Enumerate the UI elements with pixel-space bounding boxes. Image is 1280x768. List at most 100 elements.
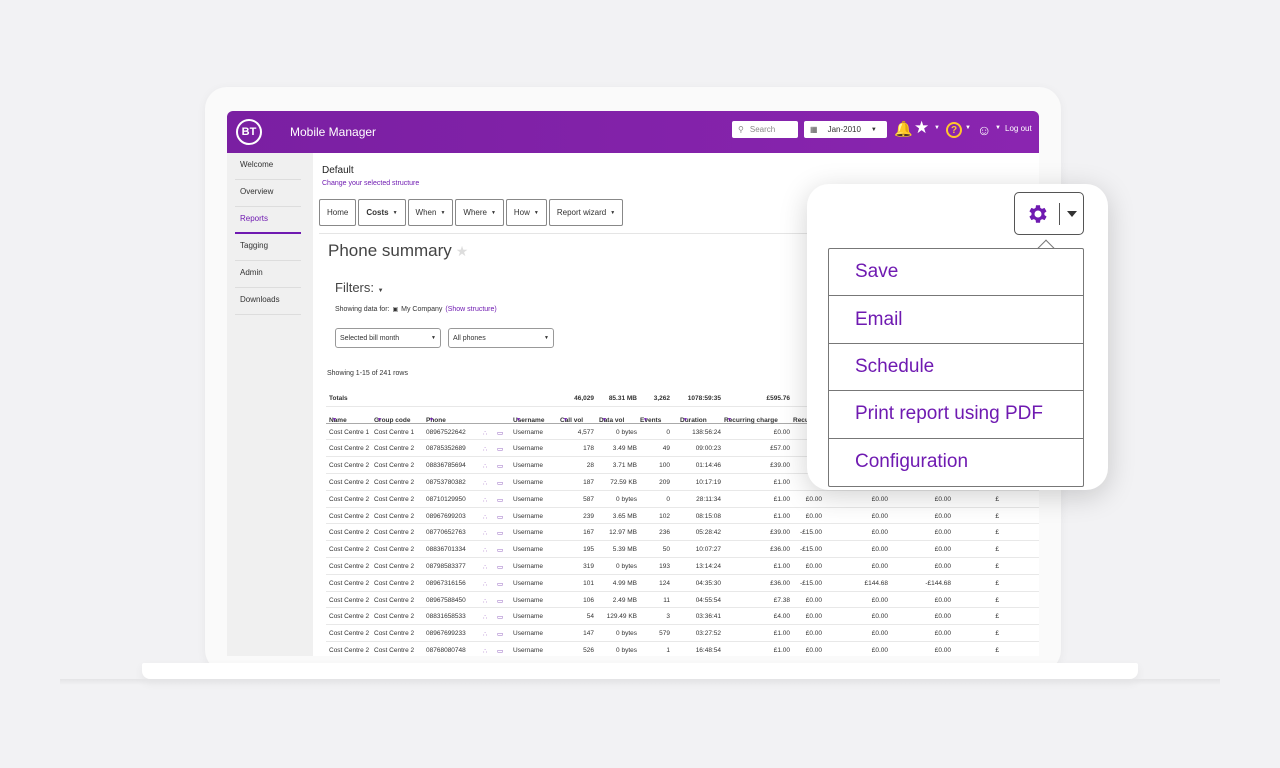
star-icon[interactable]: ★ (455, 242, 469, 259)
tab-where[interactable]: Where ▼ (455, 199, 504, 226)
cell-phone[interactable]: 08967699233 (426, 630, 466, 638)
table-row[interactable]: Cost Centre 2 Cost Centre 2 08798583377 Use… (326, 558, 1039, 575)
menu-item-email[interactable]: Email (829, 296, 1083, 344)
cell-phone[interactable]: 08967588450 (426, 596, 466, 604)
star-icon[interactable]: ★ (914, 118, 930, 137)
cell-phone[interactable]: 08710129950 (426, 495, 466, 503)
cell-username: Username (513, 613, 543, 621)
tab-when[interactable]: When ▼ (407, 199, 454, 226)
sidebar-item-tagging[interactable]: Tagging (227, 234, 313, 261)
chart-icon[interactable]: ∴ (483, 530, 488, 538)
chart-icon[interactable]: ∴ (483, 580, 488, 588)
folder-icon[interactable]: ▭ (497, 614, 504, 622)
cell-phone[interactable]: 08798583377 (426, 562, 466, 570)
menu-item-schedule[interactable]: Schedule (829, 344, 1083, 392)
menu-item-configuration[interactable]: Configuration (855, 451, 969, 473)
cell-phone[interactable]: 08836785694 (426, 462, 466, 470)
tab-home[interactable]: Home (319, 199, 357, 226)
filters-toggle[interactable]: Filters: ▼ (335, 280, 384, 295)
table-row[interactable]: Cost Centre 2 Cost Centre 2 08836785694 Use… (326, 457, 1039, 474)
folder-icon[interactable]: ▭ (497, 496, 504, 504)
folder-icon[interactable]: ▭ (497, 479, 504, 487)
cell-phone[interactable]: 08753780382 (426, 478, 466, 486)
bill-month-select[interactable]: Selected bill month ▼ (335, 328, 441, 348)
chart-icon[interactable]: ∴ (483, 446, 488, 454)
cell-phone[interactable]: 08785352689 (426, 445, 466, 453)
menu-item-save[interactable]: Save (829, 249, 1083, 297)
chevron-down-icon: ▼ (490, 209, 496, 216)
chart-icon[interactable]: ∴ (483, 631, 488, 639)
table-row[interactable]: Cost Centre 2 Cost Centre 2 08967699233 Use… (326, 625, 1039, 642)
change-structure-link[interactable]: Change your selected structure (322, 180, 420, 187)
cell-phone[interactable]: 08768080748 (426, 646, 466, 654)
folder-icon[interactable]: ▭ (497, 547, 504, 555)
chevron-down-icon: ▼ (377, 288, 384, 294)
sidebar-item-downloads[interactable]: Downloads (227, 288, 313, 315)
logout-link[interactable]: Log out (1005, 124, 1032, 133)
chart-icon[interactable]: ∴ (483, 496, 488, 504)
cell-extra-3: £0.00 (934, 529, 951, 537)
user-icon[interactable]: ☺ (977, 122, 992, 138)
cell-phone[interactable]: 08967316156 (426, 579, 466, 587)
chart-icon[interactable]: ∴ (483, 597, 488, 605)
table-row[interactable]: Cost Centre 2 Cost Centre 2 08710129950 Use… (326, 491, 1039, 508)
chart-icon[interactable]: ∴ (483, 463, 488, 471)
folder-icon[interactable]: ▭ (497, 647, 504, 655)
cell-phone[interactable]: 08831658533 (426, 613, 466, 621)
table-row[interactable]: Cost Centre 2 Cost Centre 2 08967588450 Use… (326, 592, 1039, 609)
table-row[interactable]: Cost Centre 2 Cost Centre 2 08967316156 Use… (326, 575, 1039, 592)
folder-icon[interactable]: ▭ (497, 513, 504, 521)
cell-extra-2: £0.00 (871, 512, 888, 520)
cell-phone[interactable]: 08967522642 (426, 428, 466, 436)
cell-name: Cost Centre 2 (329, 462, 370, 470)
cell-phone[interactable]: 08836701334 (426, 546, 466, 554)
chevron-down-icon[interactable]: ▼ (934, 125, 940, 131)
sidebar-item-reports[interactable]: Reports (227, 207, 313, 234)
phones-select[interactable]: All phones ▼ (448, 328, 554, 348)
chart-icon[interactable]: ∴ (483, 429, 488, 437)
folder-icon[interactable]: ▭ (497, 429, 504, 437)
folder-icon[interactable]: ▭ (497, 563, 504, 571)
table-row[interactable]: Cost Centre 2 Cost Centre 2 08836701334 Use… (326, 541, 1039, 558)
bell-icon[interactable]: 🔔 (894, 121, 913, 138)
help-icon[interactable]: ? (946, 122, 962, 138)
cell-phone[interactable]: 08967699203 (426, 512, 466, 520)
cell-call-vol: 28 (586, 462, 594, 470)
show-structure-link[interactable]: (Show structure) (445, 306, 497, 313)
folder-icon[interactable]: ▭ (497, 463, 504, 471)
chart-icon[interactable]: ∴ (483, 547, 488, 555)
menu-item-print-pdf[interactable]: Print report using PDF (829, 391, 1083, 439)
table-row[interactable]: Cost Centre 2 Cost Centre 2 08768080748 Use… (326, 642, 1039, 656)
chart-icon[interactable]: ∴ (483, 647, 488, 655)
tab-how[interactable]: How ▼ (505, 199, 547, 226)
chart-icon[interactable]: ∴ (483, 614, 488, 622)
cell-name: Cost Centre 2 (329, 562, 370, 570)
chart-icon[interactable]: ∴ (483, 563, 488, 571)
settings-dropdown-button[interactable] (1014, 192, 1084, 235)
table-row[interactable]: Cost Centre 2 Cost Centre 2 08831658533 Use… (326, 608, 1039, 626)
tab-costs[interactable]: Costs ▼ (358, 199, 406, 226)
folder-icon[interactable]: ▭ (497, 446, 504, 454)
folder-icon[interactable]: ▭ (497, 631, 504, 639)
folder-icon[interactable]: ▭ (497, 597, 504, 605)
table-row[interactable]: Cost Centre 1 Cost Centre 1 08967522642 Use… (326, 424, 1039, 441)
sidebar-item-label: Overview (240, 187, 274, 196)
table-row[interactable]: Cost Centre 2 Cost Centre 2 08770652763 Use… (326, 524, 1039, 542)
tab-report-wizard[interactable]: Report wizard ▼ (548, 199, 624, 226)
search-input[interactable]: ⚲ Search (732, 121, 798, 138)
table-row[interactable]: Cost Centre 2 Cost Centre 2 08967699203 Use… (326, 508, 1039, 525)
table-row[interactable]: Cost Centre 2 Cost Centre 2 08785352689 Use… (326, 440, 1039, 458)
sidebar-item-overview[interactable]: Overview (227, 180, 313, 207)
folder-icon[interactable]: ▭ (497, 530, 504, 538)
sidebar-item-admin[interactable]: Admin (227, 261, 313, 288)
bt-logo[interactable]: BT (236, 119, 262, 145)
date-select[interactable]: ▦ Jan-2010 ▼ (804, 121, 887, 138)
chart-icon[interactable]: ∴ (483, 479, 488, 487)
chart-icon[interactable]: ∴ (483, 513, 488, 521)
table-row[interactable]: Cost Centre 2 Cost Centre 2 08753780382 Use… (326, 474, 1039, 491)
folder-icon[interactable]: ▭ (497, 580, 504, 588)
sidebar-item-welcome[interactable]: Welcome (227, 153, 313, 180)
chevron-down-icon[interactable]: ▼ (965, 125, 971, 131)
chevron-down-icon[interactable]: ▼ (995, 125, 1001, 131)
cell-phone[interactable]: 08770652763 (426, 529, 466, 537)
